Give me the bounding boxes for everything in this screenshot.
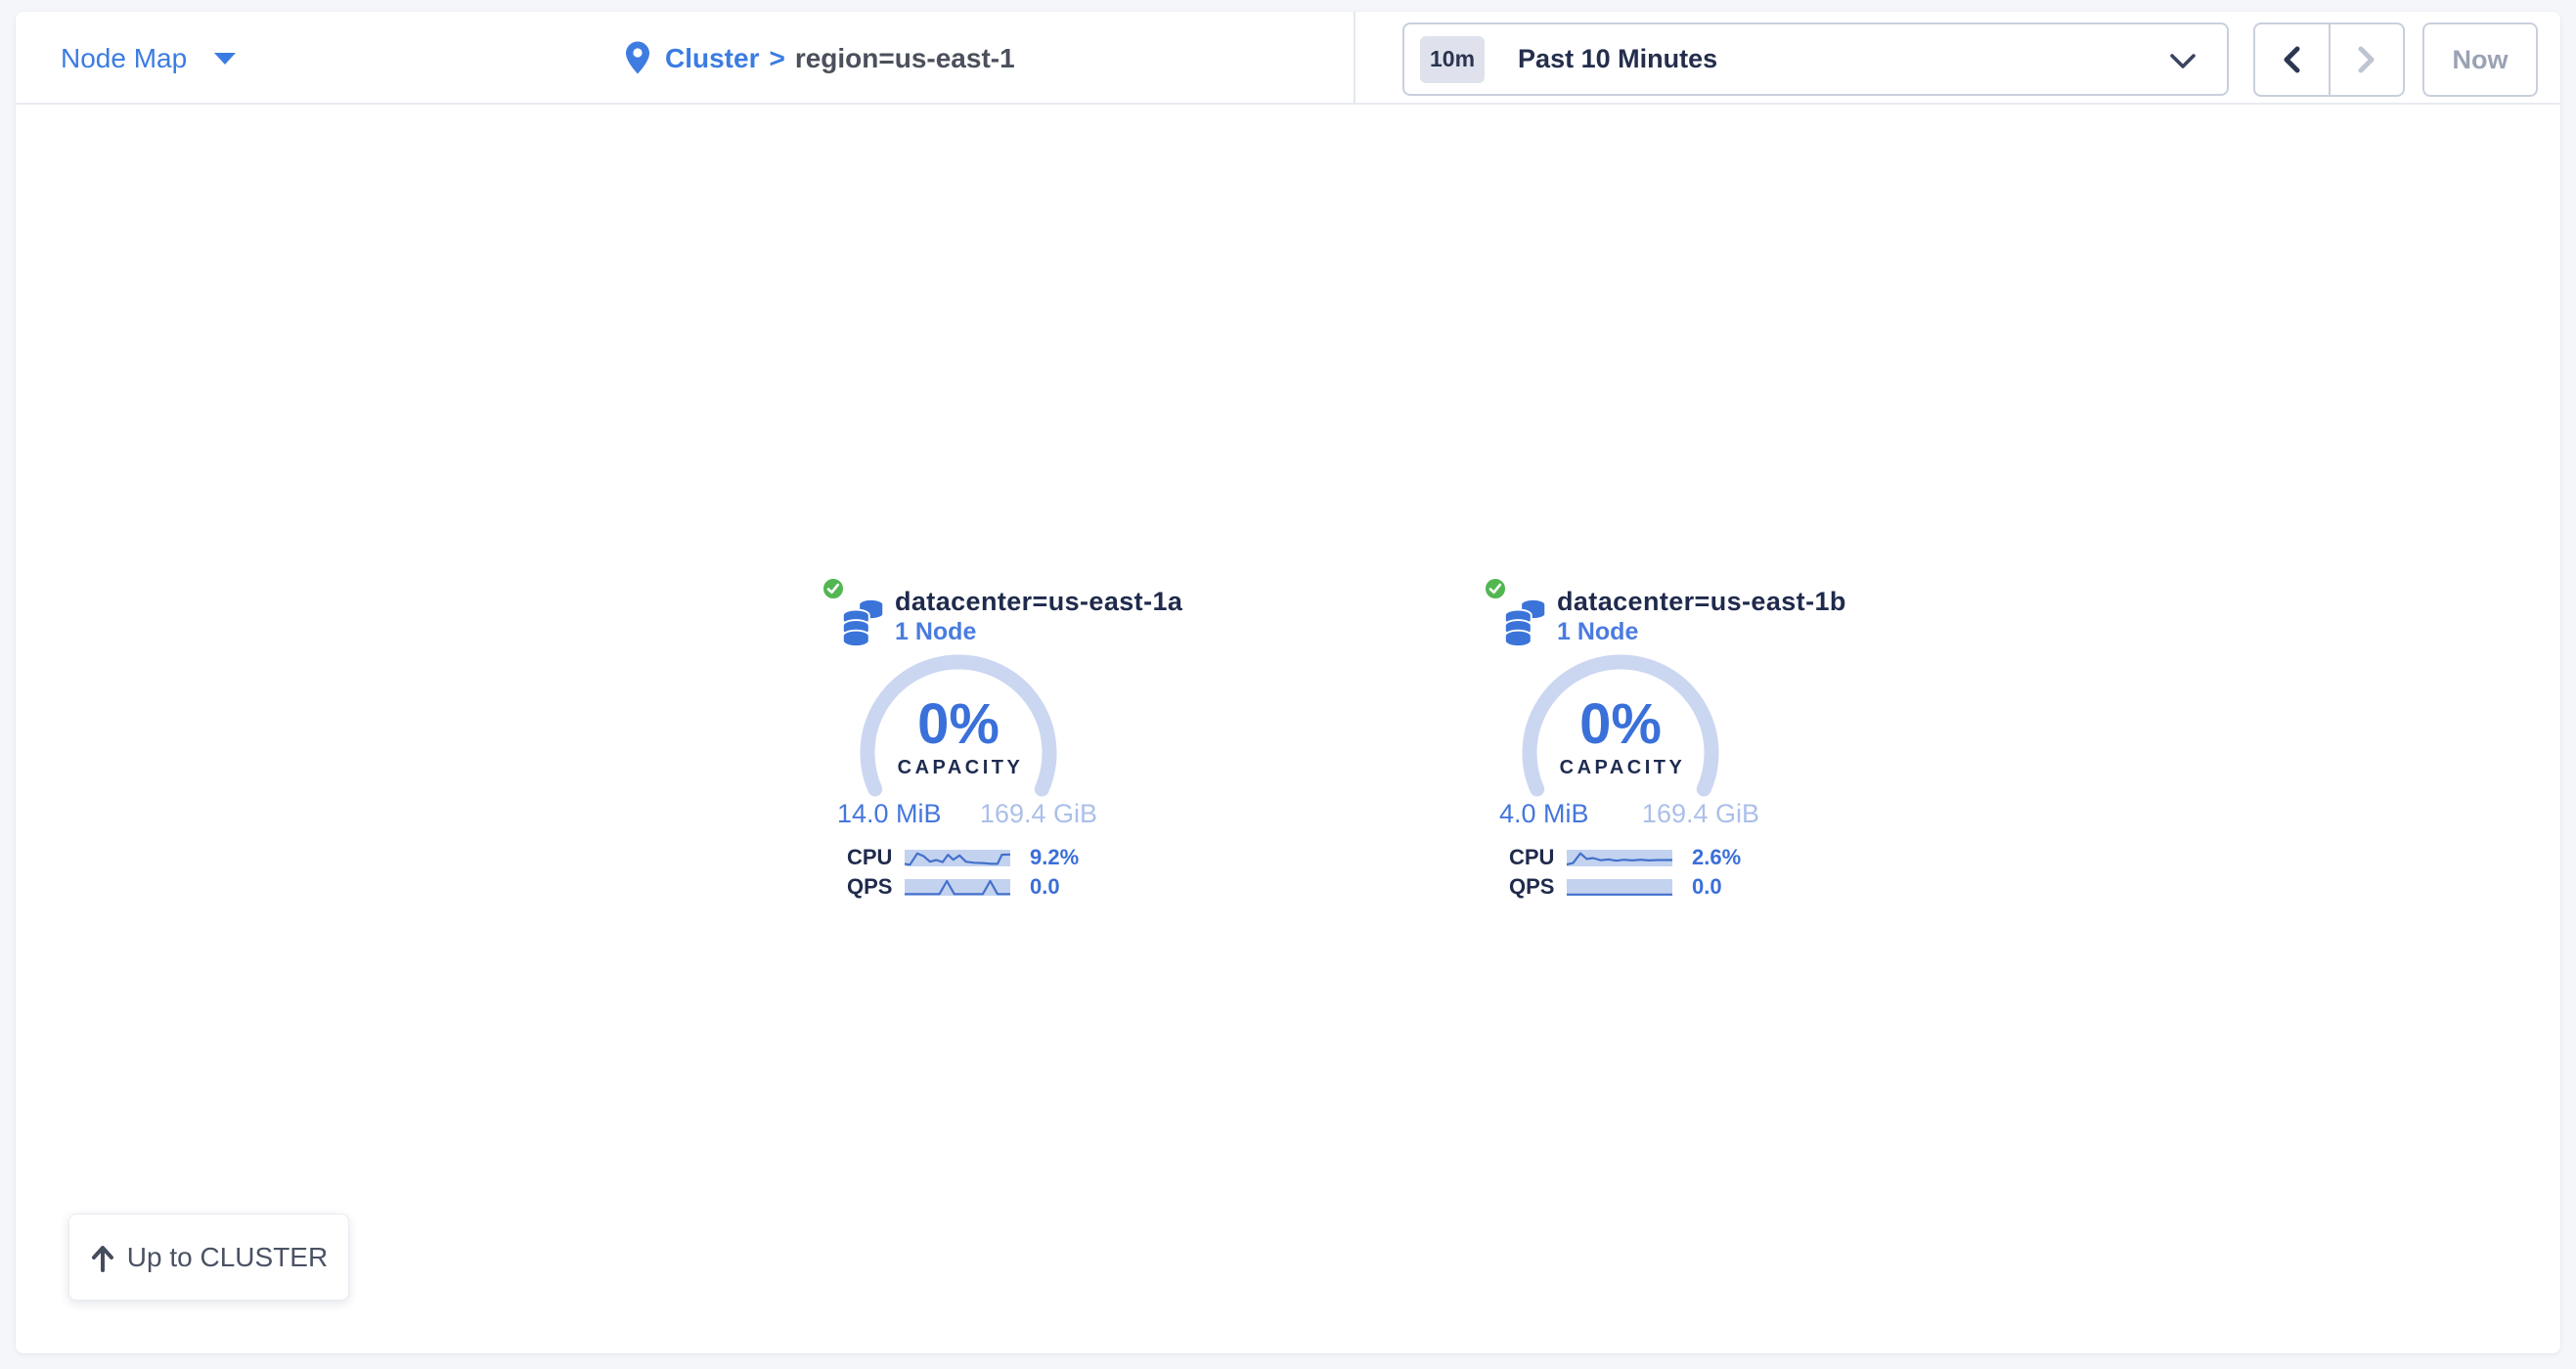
capacity-values: 14.0 MiB 169.4 GiB bbox=[837, 799, 1097, 829]
chevron-left-icon bbox=[2284, 46, 2300, 73]
healthy-check-icon bbox=[822, 577, 845, 605]
breadcrumb-current: region=us-east-1 bbox=[794, 42, 1015, 73]
database-stack-icon bbox=[839, 596, 888, 652]
qps-sparkline bbox=[905, 879, 1010, 896]
cpu-label: CPU bbox=[1509, 845, 1555, 869]
node-count: 1 Node bbox=[1557, 618, 1639, 645]
step-forward-button[interactable] bbox=[2331, 24, 2404, 95]
capacity-label: CAPACITY bbox=[1559, 757, 1686, 778]
time-range-label: Past 10 Minutes bbox=[1518, 44, 1718, 73]
datacenter-card-us-east-1b[interactable]: datacenter=us-east-1b 1 Node 0% CAPACITY… bbox=[1484, 577, 1894, 909]
map-pin-icon bbox=[626, 41, 649, 75]
datacenter-card-us-east-1a[interactable]: datacenter=us-east-1a 1 Node 0% CAPACITY… bbox=[822, 577, 1232, 909]
qps-value: 0.0 bbox=[1692, 874, 1722, 899]
time-range-badge: 10m bbox=[1420, 35, 1486, 83]
capacity-total: 169.4 GiB bbox=[1641, 799, 1759, 828]
breadcrumb: Cluster > region=us-east-1 bbox=[626, 12, 1015, 105]
node-count: 1 Node bbox=[895, 618, 977, 645]
datacenter-title: datacenter=us-east-1a bbox=[895, 587, 1183, 616]
chevron-down-icon bbox=[2170, 54, 2196, 74]
capacity-total: 169.4 GiB bbox=[979, 799, 1097, 828]
chevron-right-icon bbox=[2358, 46, 2375, 73]
breadcrumb-cluster-link[interactable]: Cluster bbox=[665, 42, 760, 73]
step-back-button[interactable] bbox=[2255, 24, 2331, 95]
capacity-used: 4.0 MiB bbox=[1499, 799, 1589, 828]
main-panel: Node Map Cluster > region=us-east-1 10m … bbox=[16, 12, 2560, 1353]
time-range-dropdown[interactable]: 10m Past 10 Minutes bbox=[1402, 22, 2229, 96]
time-step-buttons bbox=[2253, 22, 2405, 97]
now-button[interactable]: Now bbox=[2422, 22, 2538, 97]
up-to-cluster-label: Up to CLUSTER bbox=[126, 1241, 329, 1272]
up-to-cluster-button[interactable]: Up to CLUSTER bbox=[68, 1214, 349, 1301]
database-stack-icon bbox=[1501, 596, 1550, 652]
capacity-values: 4.0 MiB 169.4 GiB bbox=[1499, 799, 1759, 829]
breadcrumb-separator: > bbox=[769, 42, 785, 73]
qps-label: QPS bbox=[847, 874, 893, 899]
capacity-used: 14.0 MiB bbox=[837, 799, 942, 828]
view-selector-label: Node Map bbox=[61, 42, 188, 73]
cpu-sparkline bbox=[1567, 850, 1672, 866]
cpu-sparkline bbox=[905, 850, 1010, 866]
cpu-label: CPU bbox=[847, 845, 893, 869]
capacity-gauge bbox=[1522, 654, 1719, 797]
qps-value: 0.0 bbox=[1030, 874, 1060, 899]
cpu-value: 9.2% bbox=[1030, 845, 1080, 869]
capacity-percent: 0% bbox=[1579, 692, 1662, 756]
qps-sparkline bbox=[1567, 879, 1672, 896]
header-bar: Node Map Cluster > region=us-east-1 10m … bbox=[16, 12, 2560, 105]
datacenter-title: datacenter=us-east-1b bbox=[1557, 587, 1846, 616]
qps-label: QPS bbox=[1509, 874, 1555, 899]
capacity-gauge bbox=[860, 654, 1057, 797]
healthy-check-icon bbox=[1484, 577, 1507, 605]
arrow-up-icon bbox=[91, 1245, 113, 1272]
cpu-value: 2.6% bbox=[1692, 845, 1742, 869]
time-controls-section: 10m Past 10 Minutes bbox=[1354, 12, 2560, 105]
caret-down-icon bbox=[214, 52, 237, 65]
capacity-label: CAPACITY bbox=[897, 757, 1024, 778]
capacity-percent: 0% bbox=[917, 692, 999, 756]
view-selector-dropdown[interactable]: Node Map bbox=[61, 12, 237, 105]
